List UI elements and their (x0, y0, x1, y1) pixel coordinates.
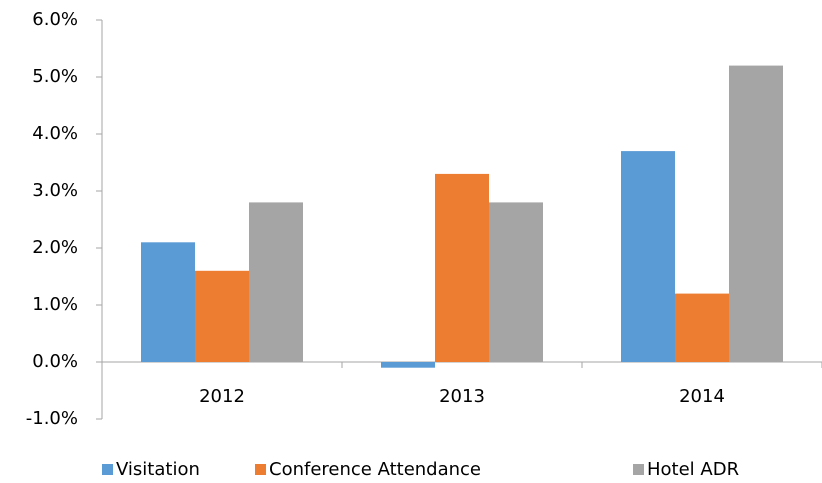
bar (729, 65, 783, 362)
y-tick-label: 4.0% (32, 123, 78, 144)
legend-swatch (102, 464, 113, 475)
x-tick-label: 2013 (439, 386, 485, 407)
bar (621, 151, 675, 362)
legend-label: Conference Attendance (269, 459, 481, 480)
bar (489, 202, 543, 362)
y-tick-label: 2.0% (32, 237, 78, 258)
y-tick-label: 0.0% (32, 351, 78, 372)
legend-swatch (633, 464, 644, 475)
y-tick-label: 1.0% (32, 294, 78, 315)
x-tick-label: 2014 (679, 386, 725, 407)
y-tick-label: -1.0% (26, 408, 78, 429)
y-tick-label: 3.0% (32, 180, 78, 201)
bar (249, 202, 303, 362)
y-tick-label: 6.0% (32, 9, 78, 30)
bar (195, 270, 249, 362)
legend-label: Hotel ADR (647, 459, 739, 480)
bar (381, 362, 435, 368)
y-tick-label: 5.0% (32, 66, 78, 87)
bar (675, 293, 729, 362)
legend-label: Visitation (116, 459, 200, 480)
x-tick-label: 2012 (199, 386, 245, 407)
bar (141, 242, 195, 362)
bar (435, 173, 489, 362)
legend-swatch (255, 464, 266, 475)
